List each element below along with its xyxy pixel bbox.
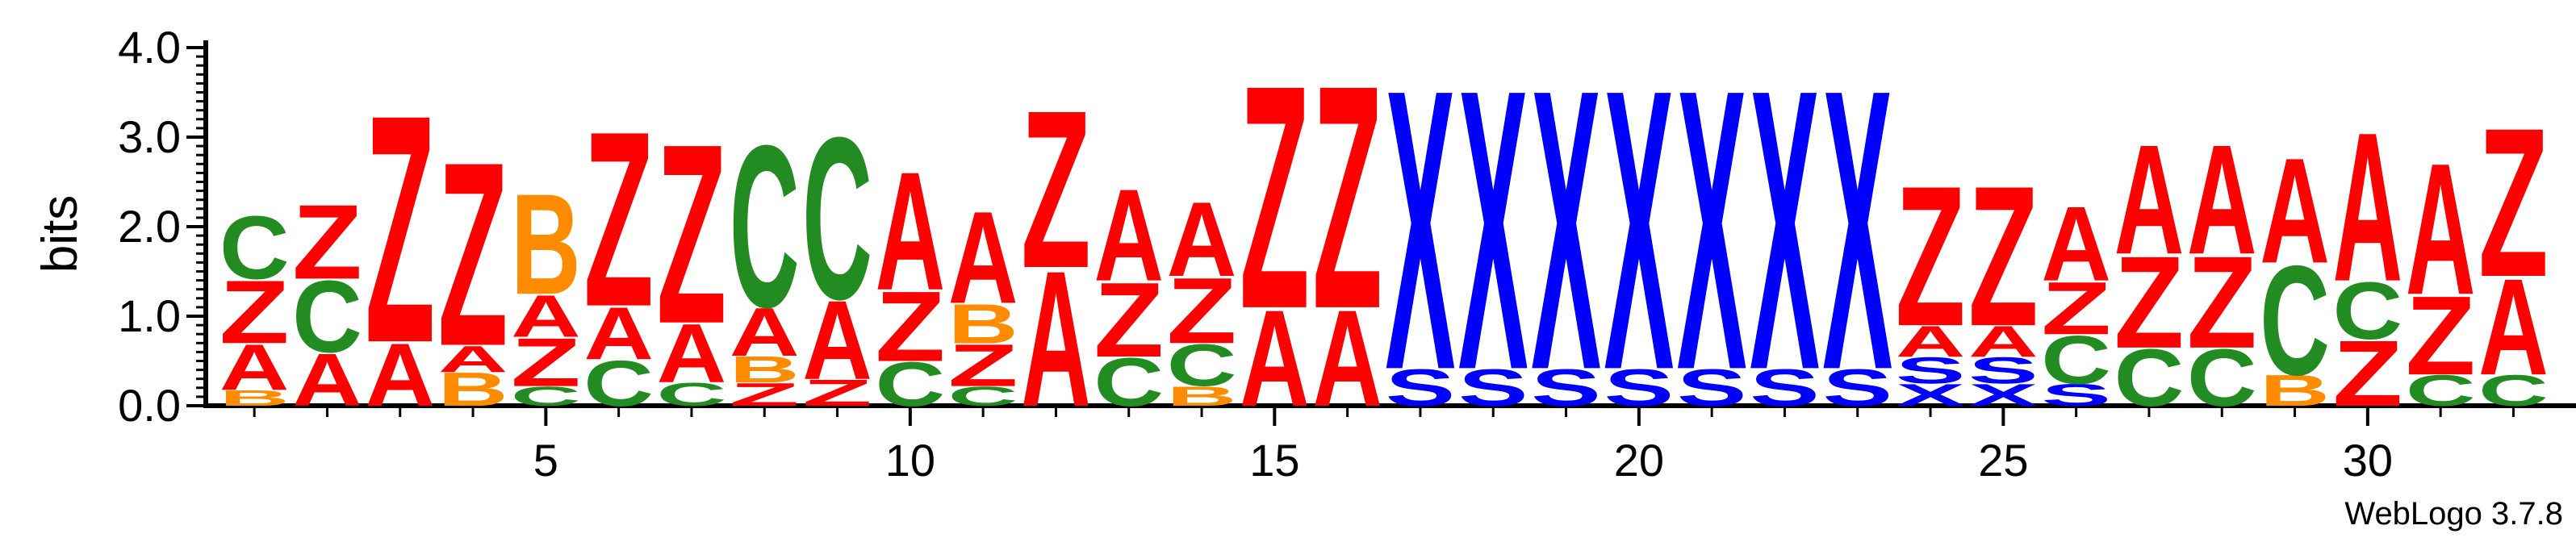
logo-column: SX bbox=[1604, 6, 1675, 453]
logo-column: AZ bbox=[365, 48, 435, 425]
y-tick-label: 1.0 bbox=[118, 290, 181, 341]
logo-letter: Z bbox=[1896, 144, 1966, 367]
logo-letter: A bbox=[2406, 124, 2476, 334]
logo-column: AZ bbox=[1021, 64, 1091, 448]
logo-letter: A bbox=[1167, 180, 1237, 298]
logo-letter: Z bbox=[2478, 83, 2549, 321]
logo-letter: Z bbox=[1968, 144, 2039, 367]
logo-column: ZBAC bbox=[730, 97, 800, 413]
logo-letter: A bbox=[2041, 184, 2111, 302]
logo-column: SCZA bbox=[2041, 184, 2111, 412]
logo-letter: Z bbox=[438, 109, 508, 402]
logo-letter: C bbox=[730, 97, 800, 356]
logo-letter: A bbox=[2260, 127, 2330, 295]
x-tick-label: 5 bbox=[533, 435, 558, 486]
logo-letter: X bbox=[1531, 6, 1601, 453]
logo-column: ACZ bbox=[292, 183, 362, 422]
y-tick-label: 4.0 bbox=[118, 22, 181, 73]
logo-letter: A bbox=[948, 186, 1018, 332]
logo-column: CZA bbox=[1094, 163, 1164, 421]
y-axis-label: bits bbox=[32, 195, 88, 273]
logo-letter: C bbox=[220, 197, 290, 298]
logo-letter: X bbox=[1677, 6, 1747, 453]
logo-letter: A bbox=[2114, 113, 2185, 287]
logo-letter: Z bbox=[1240, 19, 1310, 375]
logo-column: BAZ bbox=[438, 109, 508, 417]
logo-letter: X bbox=[1750, 6, 1820, 453]
logo-column: CZA bbox=[2187, 113, 2257, 423]
logo-letter: X bbox=[1604, 6, 1675, 453]
x-tick-label: 15 bbox=[1249, 435, 1299, 486]
logo-column: ZAC bbox=[802, 89, 872, 414]
logo-letter: A bbox=[2187, 113, 2257, 287]
logo-letter: X bbox=[1458, 6, 1528, 453]
footer-label: WebLogo 3.7.8 bbox=[2344, 496, 2563, 532]
logo-column: SX bbox=[1531, 6, 1601, 453]
logo-letter: C bbox=[802, 89, 872, 348]
x-tick-label: 25 bbox=[1978, 435, 2028, 486]
logo-column: SX bbox=[1822, 6, 1892, 453]
logo-column: CZA bbox=[2406, 124, 2476, 415]
logo-letter: A bbox=[2333, 90, 2403, 326]
logo-column: SX bbox=[1458, 6, 1528, 453]
logo-column: XSAZ bbox=[1968, 144, 2039, 412]
logo-letter: A bbox=[876, 138, 946, 326]
logo-letter: A bbox=[1094, 163, 1164, 309]
y-tick-marks bbox=[186, 48, 206, 406]
logo-letter: Z bbox=[1312, 19, 1382, 375]
logo-letter: X bbox=[1386, 6, 1456, 453]
y-tick-label: 0.0 bbox=[118, 380, 181, 431]
logo-letter: Z bbox=[292, 183, 362, 302]
logo-column: AZ bbox=[1312, 19, 1382, 436]
logo-column: CZA bbox=[2114, 113, 2185, 423]
logo-column: BAZC bbox=[220, 197, 290, 411]
logo-column: SX bbox=[1750, 6, 1820, 453]
y-tick-label: 3.0 bbox=[118, 111, 181, 162]
logo-letter: Z bbox=[365, 48, 435, 411]
logo-column: BCA bbox=[2260, 127, 2330, 415]
logo-glyphs: BAZCACZAZ BAZ CZABCAZCAZZBACZACCZACZBA AZCZ… bbox=[220, 6, 2549, 453]
logo-letter: X bbox=[1822, 6, 1892, 453]
logo-column: SX bbox=[1677, 6, 1747, 453]
logo-letter: Z bbox=[657, 91, 727, 377]
logo-column: ZCA bbox=[2333, 90, 2403, 426]
logo-column: AZ bbox=[1240, 19, 1310, 436]
logo-column: CAZ bbox=[657, 91, 727, 412]
y-tick-label: 2.0 bbox=[118, 201, 181, 252]
logo-letter: Z bbox=[583, 81, 654, 360]
logo-letter: Z bbox=[1021, 64, 1091, 315]
logo-column: CAZ bbox=[2478, 83, 2549, 415]
logo-column: SX bbox=[1386, 6, 1456, 453]
logo-column: CAZ bbox=[583, 81, 654, 420]
x-tick-label: 10 bbox=[885, 435, 935, 486]
x-tick-label: 30 bbox=[2343, 435, 2393, 486]
y-tick-labels: 0.0 1.0 2.0 3.0 4.0 bbox=[118, 22, 181, 431]
logo-column: CZA bbox=[876, 138, 946, 419]
logo-letter: B bbox=[511, 165, 581, 325]
